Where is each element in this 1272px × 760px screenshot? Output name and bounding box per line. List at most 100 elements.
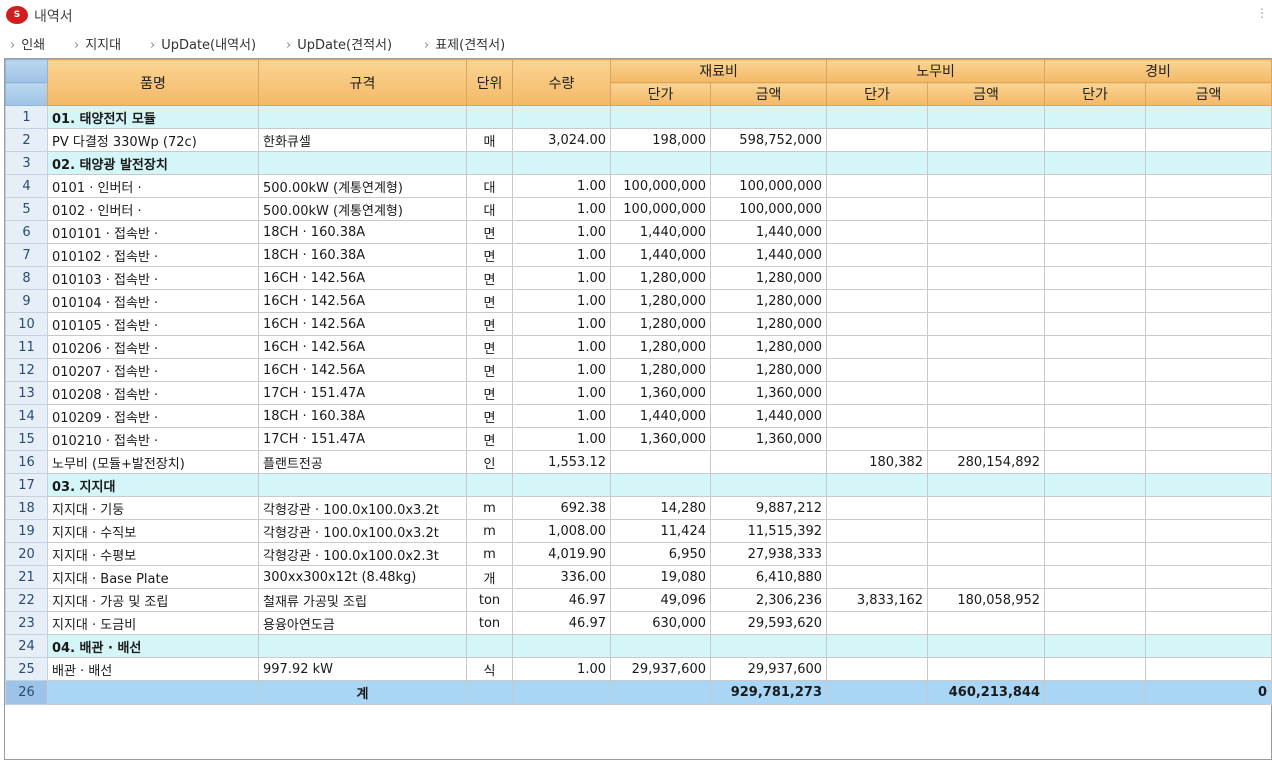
cell-spec[interactable]: 각형강관 · 100.0x100.0x3.2t <box>258 496 467 520</box>
row-number[interactable]: 9 <box>5 289 48 313</box>
total-label[interactable]: 계 <box>258 680 467 705</box>
cell-name[interactable]: 0102 · 인버터 · <box>47 197 259 221</box>
cell-qty[interactable]: 1.00 <box>512 427 611 451</box>
cell-expense-price[interactable] <box>1044 427 1147 451</box>
cell-unit[interactable]: 매 <box>466 128 513 152</box>
cell-material-price[interactable]: 1,440,000 <box>610 220 711 244</box>
cell-expense-amount[interactable] <box>1145 657 1272 681</box>
cell-material-amount[interactable]: 1,360,000 <box>709 427 828 451</box>
cell-material-price[interactable]: 6,950 <box>610 542 711 566</box>
cell-unit[interactable]: 면 <box>466 289 513 313</box>
cell-expense-price[interactable] <box>1044 450 1147 474</box>
cell-material-price[interactable]: 1,280,000 <box>610 312 711 336</box>
cell-name[interactable]: 02. 태양광 발전장치 <box>47 151 259 175</box>
cell-qty[interactable]: 1.00 <box>512 358 611 382</box>
cell-material-price[interactable] <box>610 473 711 497</box>
cell-name[interactable]: PV 다결정 330Wp (72c) <box>47 128 259 152</box>
cell-material-price[interactable]: 49,096 <box>610 588 711 612</box>
cell-expense-price[interactable] <box>1044 542 1147 566</box>
header-expense-amount[interactable]: 금액 <box>1145 82 1272 106</box>
cell-expense-amount[interactable] <box>1145 611 1272 635</box>
cell-material-amount[interactable]: 27,938,333 <box>709 542 828 566</box>
cell-material-price[interactable]: 1,360,000 <box>610 427 711 451</box>
row-number[interactable]: 1 <box>5 105 48 129</box>
row-number[interactable]: 10 <box>5 312 48 336</box>
row-number[interactable]: 23 <box>5 611 48 635</box>
header-name[interactable]: 품명 <box>47 59 259 106</box>
table-row[interactable]: 20 지지대 · 수평보 각형강관 · 100.0x100.0x2.3t m 4,019… <box>5 542 1272 566</box>
cell-qty[interactable]: 692.38 <box>512 496 611 520</box>
cell-expense-amount[interactable] <box>1145 588 1272 612</box>
cell-expense-price[interactable] <box>1044 611 1147 635</box>
cell-labor-price[interactable] <box>826 542 929 566</box>
cell-unit[interactable]: ton <box>466 611 513 635</box>
row-number[interactable]: 12 <box>5 358 48 382</box>
table-row[interactable]: 2 PV 다결정 330Wp (72c) 한화큐셀 매 3,024.00 198,000 5… <box>5 128 1272 152</box>
cell-name[interactable]: 0101 · 인버터 · <box>47 174 259 198</box>
cell-material-amount[interactable]: 29,593,620 <box>709 611 828 635</box>
cell-material-amount[interactable]: 1,440,000 <box>709 243 828 267</box>
cell-labor-price[interactable] <box>826 358 929 382</box>
cell-qty[interactable]: 1.00 <box>512 657 611 681</box>
row-number[interactable]: 11 <box>5 335 48 359</box>
cell-material-price[interactable]: 14,280 <box>610 496 711 520</box>
cell-material-amount[interactable] <box>709 105 828 129</box>
total-expense-amount[interactable]: 0 <box>1145 680 1272 705</box>
cell-qty[interactable]: 1.00 <box>512 404 611 428</box>
cell-unit[interactable]: m <box>466 519 513 543</box>
cell-spec[interactable]: 18CH · 160.38A <box>258 243 467 267</box>
cell-expense-price[interactable] <box>1044 197 1147 221</box>
cell-qty[interactable]: 3,024.00 <box>512 128 611 152</box>
cell-qty[interactable] <box>512 151 611 175</box>
header-labor[interactable]: 노무비 <box>826 59 1046 83</box>
table-row[interactable]: 23 지지대 · 도금비 용융아연도금 ton 46.97 630,000 29,593,6… <box>5 611 1272 635</box>
table-row[interactable]: 4 0101 · 인버터 · 500.00kW (계통연계형) 대 1.00 100,00… <box>5 174 1272 198</box>
print-button[interactable]: › 인쇄 <box>10 34 45 53</box>
itemized-grid[interactable]: 품명 규격 단위 수량 재료비 노무비 경비 단가 금액 단가 금액 단가 금액… <box>4 58 1272 760</box>
cell-expense-amount[interactable] <box>1145 473 1272 497</box>
cell-material-amount[interactable]: 1,440,000 <box>709 404 828 428</box>
table-row[interactable]: 7 010102 · 접속반 · 18CH · 160.38A 면 1.00 1,440,… <box>5 243 1272 267</box>
cell-material-amount[interactable]: 11,515,392 <box>709 519 828 543</box>
cell-material-price[interactable]: 1,280,000 <box>610 335 711 359</box>
cell-spec[interactable]: 18CH · 160.38A <box>258 220 467 244</box>
table-row[interactable]: 18 지지대 · 기둥 각형강관 · 100.0x100.0x3.2t m 692.38… <box>5 496 1272 520</box>
row-number[interactable]: 2 <box>5 128 48 152</box>
cell-name[interactable]: 010102 · 접속반 · <box>47 243 259 267</box>
cell-expense-amount[interactable] <box>1145 220 1272 244</box>
cell-unit[interactable] <box>466 680 513 705</box>
cell-name[interactable]: 010210 · 접속반 · <box>47 427 259 451</box>
table-row[interactable]: 15 010210 · 접속반 · 17CH · 151.47A 면 1.00 1,360… <box>5 427 1272 451</box>
cell-material-price[interactable]: 100,000,000 <box>610 197 711 221</box>
cell-expense-price[interactable] <box>1044 289 1147 313</box>
cell-expense-amount[interactable] <box>1145 128 1272 152</box>
cell-expense-price[interactable] <box>1044 174 1147 198</box>
cell-spec[interactable]: 300xx300x12t (8.48kg) <box>258 565 467 589</box>
cell-labor-price[interactable] <box>826 243 929 267</box>
cell-material-price[interactable]: 29,937,600 <box>610 657 711 681</box>
table-row[interactable]: 14 010209 · 접속반 · 18CH · 160.38A 면 1.00 1,440… <box>5 404 1272 428</box>
cell-qty[interactable]: 1.00 <box>512 266 611 290</box>
cell-material-amount[interactable]: 598,752,000 <box>709 128 828 152</box>
more-options-icon[interactable]: ⋮ <box>1256 6 1268 20</box>
cell-material-price[interactable] <box>610 105 711 129</box>
cell-material-price[interactable]: 1,280,000 <box>610 289 711 313</box>
cell-material-amount[interactable] <box>709 634 828 658</box>
cell-labor-price[interactable] <box>826 473 929 497</box>
cell-material-amount[interactable] <box>709 450 828 474</box>
cell-labor-price[interactable]: 3,833,162 <box>826 588 929 612</box>
cell-labor-price[interactable] <box>826 266 929 290</box>
cell-labor-amount[interactable] <box>927 657 1046 681</box>
cell-expense-price[interactable] <box>1044 243 1147 267</box>
cell-expense-amount[interactable] <box>1145 519 1272 543</box>
cell-spec[interactable]: 17CH · 151.47A <box>258 427 467 451</box>
table-row[interactable]: 6 010101 · 접속반 · 18CH · 160.38A 면 1.00 1,440,… <box>5 220 1272 244</box>
cell-labor-amount[interactable] <box>927 312 1046 336</box>
cell-qty[interactable]: 1,008.00 <box>512 519 611 543</box>
cell-labor-amount[interactable] <box>927 473 1046 497</box>
cell-expense-price[interactable] <box>1044 404 1147 428</box>
cell-spec[interactable]: 18CH · 160.38A <box>258 404 467 428</box>
cell-expense-amount[interactable] <box>1145 358 1272 382</box>
cell-name[interactable] <box>47 680 259 705</box>
cell-material-price[interactable]: 1,280,000 <box>610 358 711 382</box>
